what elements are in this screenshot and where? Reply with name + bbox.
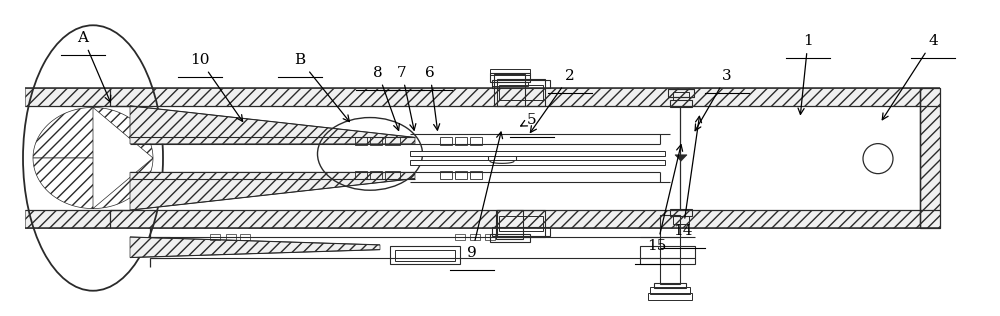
Bar — [370, 171, 382, 179]
Bar — [226, 234, 236, 240]
Bar — [390, 246, 460, 264]
Bar — [210, 234, 220, 240]
Polygon shape — [25, 210, 940, 228]
Text: 15: 15 — [647, 145, 683, 253]
Text: 1: 1 — [798, 34, 813, 114]
Text: 3: 3 — [695, 69, 732, 131]
Polygon shape — [920, 88, 940, 228]
Bar — [488, 155, 516, 161]
Bar — [490, 73, 530, 82]
Bar — [640, 246, 695, 264]
Polygon shape — [130, 106, 415, 144]
Bar — [470, 171, 482, 179]
Bar — [648, 293, 692, 300]
Bar — [668, 89, 694, 97]
Bar — [455, 234, 465, 240]
Bar — [440, 137, 452, 145]
Bar — [440, 171, 452, 179]
Bar — [492, 82, 528, 86]
Polygon shape — [33, 158, 153, 209]
Bar — [650, 287, 690, 294]
Text: 8: 8 — [373, 66, 399, 131]
Bar — [494, 74, 525, 106]
Bar — [497, 210, 545, 237]
Text: 2: 2 — [530, 69, 575, 132]
Bar — [455, 137, 467, 145]
Bar — [385, 137, 400, 145]
Bar — [670, 209, 692, 216]
Bar — [485, 234, 495, 240]
Bar — [499, 85, 543, 100]
Polygon shape — [675, 155, 687, 161]
Bar — [370, 137, 382, 145]
Bar — [492, 227, 550, 236]
Bar — [490, 69, 530, 75]
Text: 7: 7 — [397, 66, 416, 130]
Bar — [660, 215, 680, 284]
Bar — [410, 151, 665, 156]
Text: 4: 4 — [882, 34, 938, 120]
Bar — [654, 283, 686, 288]
Bar — [240, 234, 250, 240]
Bar — [499, 216, 543, 231]
Bar — [355, 137, 367, 145]
Text: 6: 6 — [425, 66, 440, 130]
Polygon shape — [25, 88, 940, 106]
Polygon shape — [130, 172, 415, 210]
Bar — [490, 234, 530, 242]
Bar — [455, 171, 467, 179]
Text: 5: 5 — [521, 113, 537, 127]
Bar — [670, 100, 692, 107]
Polygon shape — [130, 237, 380, 258]
Text: 9: 9 — [467, 132, 503, 260]
Bar — [673, 92, 689, 100]
Bar — [395, 250, 455, 261]
Bar — [355, 171, 367, 179]
Text: 14: 14 — [673, 116, 702, 238]
Bar — [410, 160, 665, 165]
Bar — [470, 137, 482, 145]
Bar — [492, 80, 550, 88]
Text: 10: 10 — [190, 53, 243, 121]
Bar — [497, 79, 545, 106]
Bar — [470, 234, 480, 240]
Bar — [385, 171, 400, 179]
Bar — [673, 216, 689, 224]
Bar — [496, 210, 523, 239]
Text: B: B — [294, 53, 349, 122]
Polygon shape — [33, 107, 153, 158]
Text: A: A — [78, 31, 111, 102]
